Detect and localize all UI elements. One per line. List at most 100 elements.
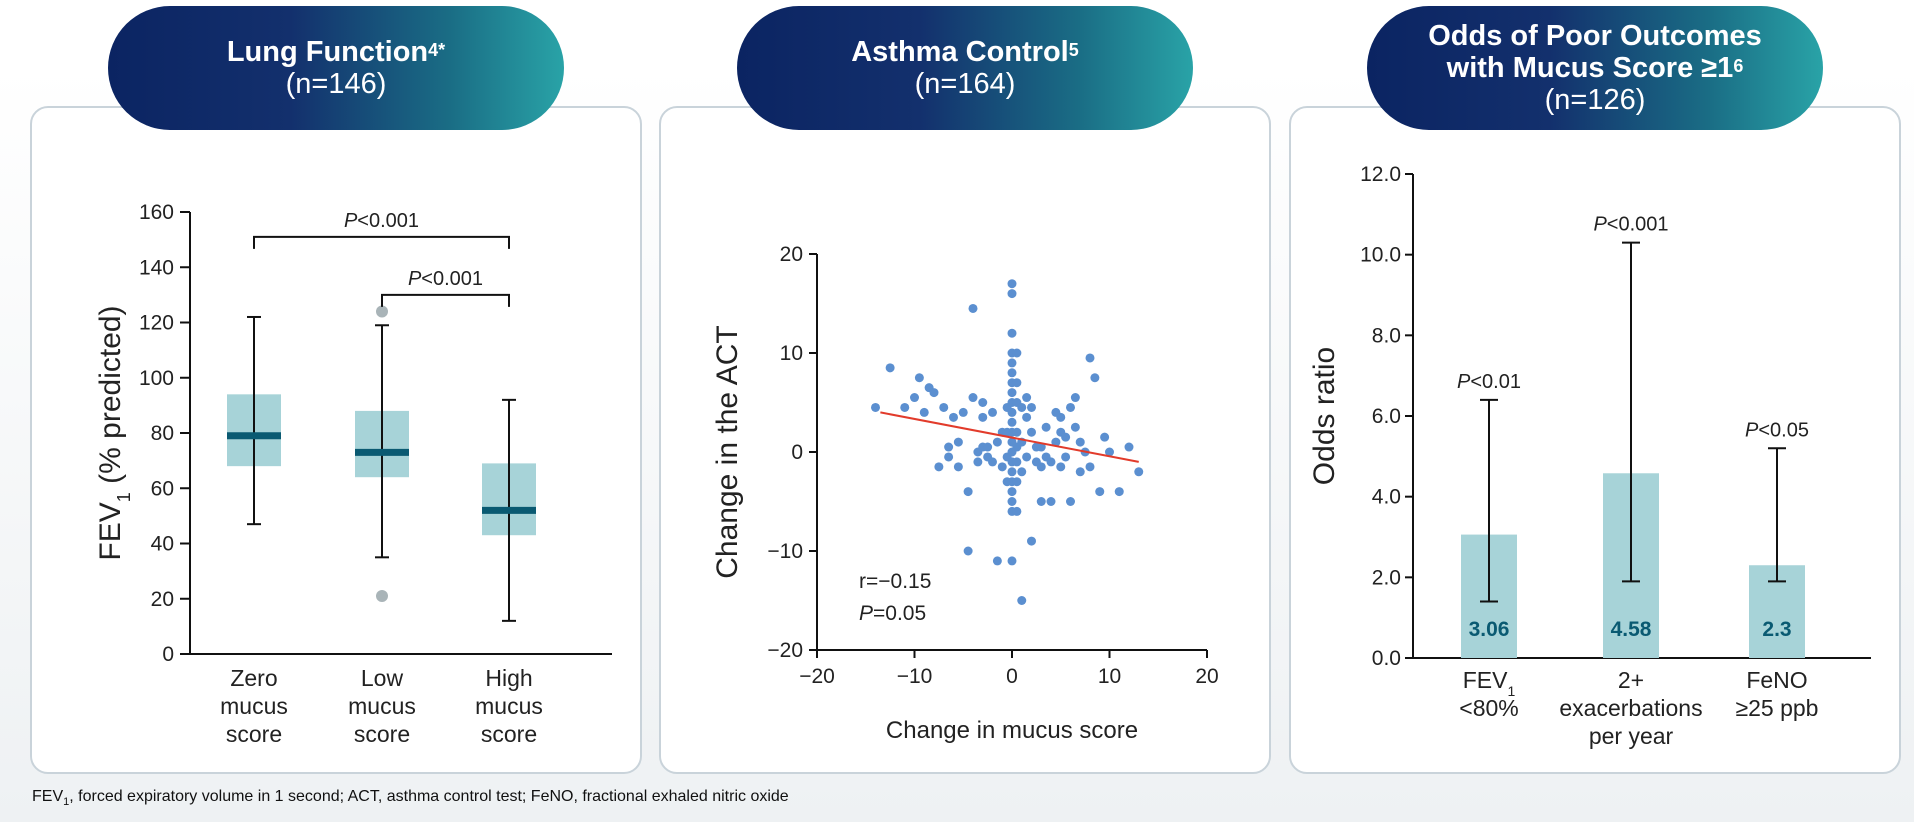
data-point: [1007, 289, 1017, 299]
data-point: [1012, 506, 1022, 516]
trend-line: [880, 411, 1139, 463]
y-axis-label-part-2: (% predicted): [94, 305, 127, 492]
data-point: [944, 442, 954, 452]
lung-title-text: Lung Function: [226, 36, 429, 68]
p-value-label-value: <0.001: [1607, 214, 1669, 236]
data-point: [1012, 378, 1022, 388]
bar-value-label: 3.06: [1469, 618, 1510, 641]
data-point: [944, 452, 954, 462]
y-tick-label: −20: [767, 639, 803, 662]
data-point: [1007, 556, 1017, 566]
data-point: [1075, 437, 1085, 447]
y-tick-label: 100: [139, 367, 174, 390]
data-point: [1070, 393, 1080, 403]
data-point: [963, 487, 973, 497]
p-value-label: P<0.001: [344, 210, 419, 232]
p-value-label-italic: P: [344, 210, 358, 232]
data-point: [934, 462, 944, 472]
data-point: [1100, 432, 1110, 442]
data-point: [978, 398, 988, 407]
outlier-point: [376, 305, 388, 318]
category-label: High: [485, 665, 532, 691]
asthma-sample-size: (n=164): [914, 68, 1016, 100]
data-point: [1070, 422, 1080, 432]
p-value-label-value: <0.001: [421, 268, 483, 290]
p-value-label-italic: P: [859, 602, 873, 625]
data-point: [992, 437, 1002, 447]
category-label: mucus: [475, 693, 543, 719]
data-point: [1041, 452, 1051, 462]
category-label: score: [226, 721, 282, 747]
x-tick-label: −20: [799, 665, 835, 688]
data-point: [1012, 427, 1022, 437]
x-tick-label: −10: [897, 665, 933, 688]
y-tick-label: −10: [767, 540, 803, 563]
y-tick-label: 10.0: [1360, 244, 1401, 267]
significance-bracket: [253, 235, 510, 249]
odds-title-line1: Odds of Poor Outcomes: [1428, 20, 1762, 52]
data-point: [914, 373, 924, 383]
y-tick-label: 120: [139, 312, 174, 335]
odds-sample-size: (n=126): [1544, 84, 1646, 116]
x-tick-label: 20: [1195, 665, 1218, 688]
p-value-label-italic: P: [1745, 419, 1759, 441]
data-point: [1007, 358, 1017, 368]
data-point: [1027, 536, 1036, 546]
data-point: [978, 412, 988, 422]
data-point: [885, 363, 895, 373]
data-point: [1085, 353, 1095, 363]
lung-title-ref: 4*: [428, 40, 446, 60]
data-point: [1007, 368, 1017, 378]
correlation-label: r=−0.15: [859, 570, 931, 593]
y-tick-label: 20: [151, 588, 174, 611]
data-point: [1124, 442, 1134, 452]
y-tick-label: 4.0: [1372, 486, 1401, 509]
p-value-label-value: <0.05: [1758, 419, 1809, 441]
x-tick-label: 10: [1098, 665, 1121, 688]
bar-value-label: 4.58: [1611, 618, 1652, 641]
significance-bracket: [381, 293, 510, 307]
y-axis-label-part-0: FEV: [94, 502, 127, 560]
asthma-title-ref: 5: [1068, 40, 1079, 60]
y-tick-label: 0: [162, 643, 174, 666]
data-point: [1012, 348, 1022, 358]
category-label: mucus: [348, 693, 416, 719]
y-tick-label: 0: [791, 441, 803, 464]
footnote-fev: FEV: [32, 788, 64, 805]
data-point: [1105, 447, 1114, 457]
asthma-control-chart: −20 −10 0 10 20 20 10 0 −10 −20 Change in mucus sc…: [711, 243, 1219, 744]
lung-sample-size: (n=146): [285, 68, 387, 100]
data-point: [1022, 412, 1032, 422]
data-point: [1051, 407, 1061, 417]
odds-title-ref: 6: [1733, 56, 1744, 76]
data-point: [1007, 388, 1017, 398]
category-label: per year: [1589, 723, 1674, 749]
data-point: [1036, 497, 1046, 506]
data-point: [968, 393, 978, 403]
data-point: [968, 303, 978, 313]
y-tick-label: 12.0: [1360, 163, 1401, 186]
data-point: [1007, 467, 1017, 477]
category-label: ≥25 ppb: [1736, 695, 1819, 721]
data-point: [1095, 487, 1105, 497]
data-point: [1085, 462, 1095, 472]
category-label-sub: 1: [1507, 683, 1515, 699]
p-value-label-value: <0.001: [357, 210, 419, 232]
y-tick-label: 140: [139, 256, 174, 279]
data-point: [1031, 457, 1041, 467]
y-axis-label: Odds ratio: [1308, 347, 1341, 485]
data-point: [1007, 487, 1017, 497]
asthma-control-title: Asthma Control5: [851, 36, 1079, 68]
odds-title-line2-text: with Mucus Score ≥1: [1446, 52, 1734, 84]
p-value-label-italic: P: [1593, 214, 1607, 236]
data-point: [1027, 427, 1036, 437]
category-label: Low: [361, 665, 404, 691]
category-label: score: [354, 721, 410, 747]
asthma-control-panel: −20 −10 0 10 20 20 10 0 −10 −20 Change in mucus sc…: [659, 106, 1271, 774]
y-axis-label: FEV1 (% predicted): [94, 305, 134, 560]
data-point: [900, 402, 910, 412]
data-point: [910, 393, 919, 403]
odds-panel: 0.0 2.0 4.0 6.0 8.0 10.0 12.0 Odds ratio 3.06 P<0…: [1289, 106, 1901, 774]
category-label: <80%: [1459, 695, 1518, 721]
